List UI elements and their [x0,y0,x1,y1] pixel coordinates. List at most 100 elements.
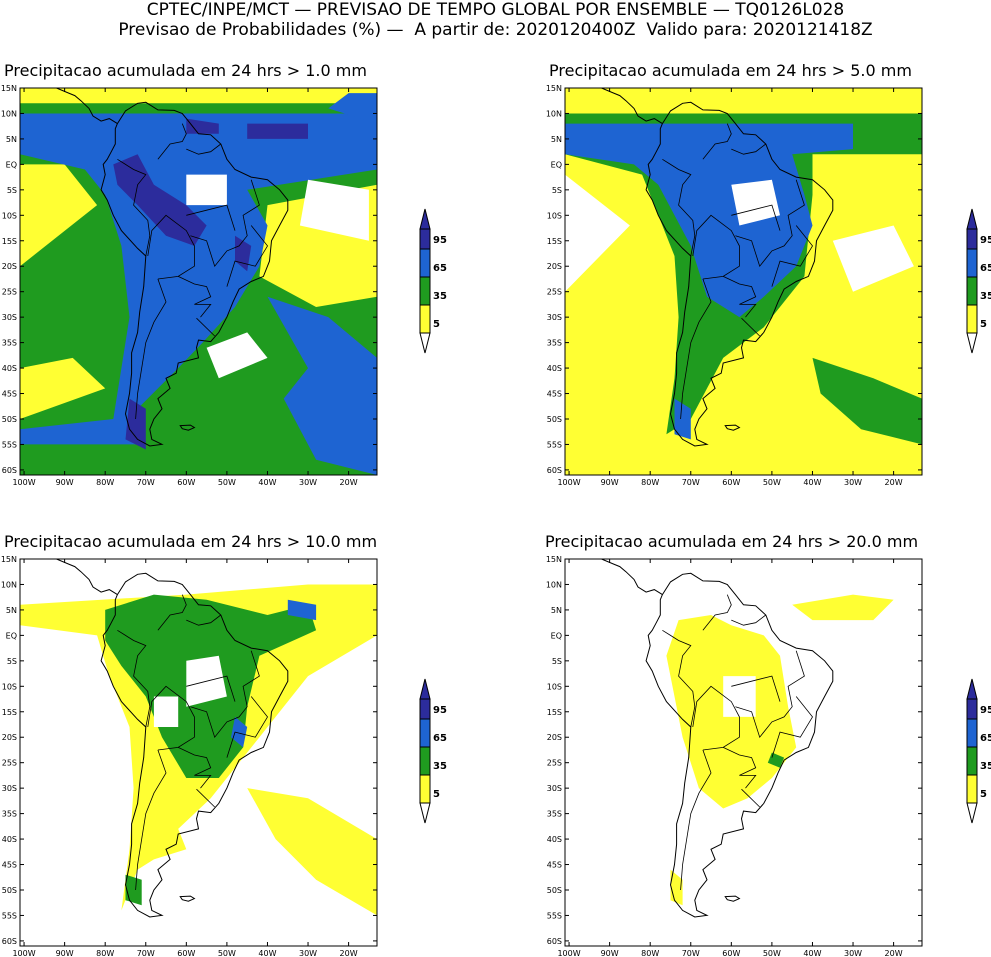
lat-tick-label: 40S [547,364,562,373]
lat-tick-label: 55S [547,911,562,920]
colorbar-swatch [419,718,431,748]
lat-tick-label: 5N [6,606,17,615]
lat-tick-label: 25S [547,759,562,768]
country-border [680,278,712,420]
country-border [186,614,222,626]
country-border [147,685,195,751]
country-border [157,594,187,631]
lon-tick-label: 90W [601,478,619,487]
lat-tick-label: 10S [547,211,562,220]
prob-area [565,123,853,318]
lat-tick-label: 30S [2,313,17,322]
country-border [702,123,732,160]
lat-tick-label: EQ [6,631,17,640]
lat-tick-label: 15S [2,237,17,246]
colorbar-label: 95 [433,705,447,716]
lon-tick-label: 70W [682,478,700,487]
colorbar-swatch [966,276,978,306]
lon-tick-label: 90W [56,949,74,957]
prob-area [113,154,207,246]
colorbar-swatch [966,304,978,334]
lat-tick-label: 50S [2,886,17,895]
country-border [186,204,236,231]
header-line-1: CPTEC/INPE/MCT — PREVISAO DE TEMPO GLOBA… [146,0,845,20]
lon-tick-label: 70W [137,949,155,957]
lat-tick-label: 5S [7,186,17,195]
map-frame [19,87,378,476]
lat-tick-label: 5N [551,606,562,615]
coastline [645,572,834,918]
lat-tick-label: 50S [2,415,17,424]
lon-tick-label: 60W [722,949,740,957]
prob-area [767,752,785,768]
coastline [100,572,289,918]
country-border [702,594,732,631]
country-border [735,650,805,739]
lat-tick-label: 35S [547,339,562,348]
colorbar-arrow-low [966,332,978,354]
lat-tick-label: 15S [2,708,17,717]
lon-tick-label: 60W [177,478,195,487]
colorbar-label: 95 [980,235,991,246]
colorbar-swatch [419,304,431,334]
country-border [226,696,268,758]
lat-tick-label: 30S [547,313,562,322]
lat-tick-label: EQ [551,631,562,640]
map-panel-1: 15N 10N 5N EQ 5S 10S 15S 20S 25S 30S 35S 40S 45S 50S 5… [0,82,380,487]
lon-tick-label: 50W [218,949,236,957]
lon-tick-label: 80W [96,478,114,487]
map-panel-4: 15N 10N 5N EQ 5S 10S 15S 20S 25S 30S 35S 40S 45S 50S 5… [545,553,925,957]
country-border [723,276,757,318]
lat-tick-label: 15N [546,84,562,93]
coastline [645,101,834,447]
colorbar-label: 35 [433,761,447,772]
lat-tick-label: 10N [1,580,17,589]
colorbar-label: 95 [980,705,991,716]
lat-tick-label: 10N [546,580,562,589]
prob-area [287,599,317,621]
panel-title-2: Precipitacao acumulada em 24 hrs > 5.0 m… [549,61,912,80]
lon-tick-label: 40W [803,478,821,487]
lat-tick-label: 35S [2,339,17,348]
colorbar-swatch [966,228,978,250]
colorbar-4: 95 65 35 5 [966,678,991,824]
lat-tick-label: 50S [547,415,562,424]
lat-tick-label: 60S [547,937,562,946]
colorbar-swatch [966,718,978,748]
prob-area [125,398,146,450]
country-border [680,749,712,891]
coastline [100,101,289,447]
lon-tick-label: 40W [258,949,276,957]
lat-tick-label: 20S [547,733,562,742]
lat-tick-label: 5S [552,657,562,666]
map-panel-2: 15N 10N 5N EQ 5S 10S 15S 20S 25S 30S 35S 40S 45S 50S 5… [545,82,925,487]
lat-tick-label: 35S [2,810,17,819]
lat-tick-label: 60S [2,937,17,946]
prob-area [674,398,691,440]
lat-tick-label: 25S [2,759,17,768]
colorbar-1: 95 65 35 5 [419,208,447,354]
lat-tick-label: 45S [2,861,17,870]
country-border [147,214,195,280]
lon-tick-label: 50W [218,478,236,487]
colorbar-label: 65 [433,263,447,274]
colorbar-2: 95 65 35 5 [966,208,991,354]
lat-tick-label: 5N [6,135,17,144]
lat-tick-label: 30S [547,784,562,793]
prob-area [247,788,377,916]
lat-tick-label: EQ [551,160,562,169]
map-panel-3: 15N 10N 5N EQ 5S 10S 15S 20S 25S 30S 35S 40S 45S 50S 5… [0,553,380,957]
country-border [662,158,696,257]
country-border [692,214,740,280]
colorbar-swatch [966,698,978,720]
lat-tick-label: 15N [1,84,17,93]
prob-area [247,123,308,139]
lat-tick-label: 45S [547,390,562,399]
lat-tick-label: 55S [547,440,562,449]
lon-tick-label: 20W [340,478,358,487]
lat-tick-label: 60S [2,466,17,475]
prob-area [20,113,377,445]
lat-tick-label: 10N [1,109,17,118]
colorbar-label: 35 [433,291,447,302]
colorbar-swatch [966,774,978,804]
